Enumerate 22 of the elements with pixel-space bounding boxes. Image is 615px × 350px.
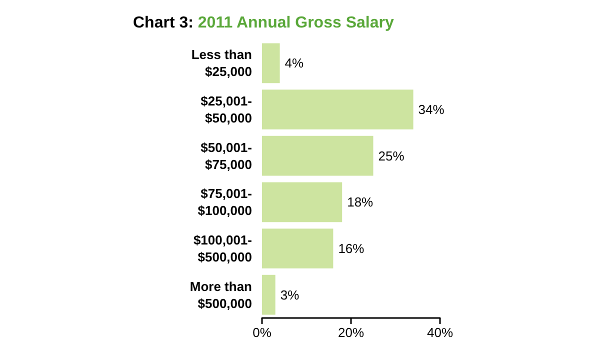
bar [262, 43, 280, 84]
y-tick-label: $100,001- $500,000 [193, 232, 252, 264]
data-label: 4% [284, 56, 304, 71]
y-tick-label: $25,001- $50,000 [200, 94, 252, 126]
bar [262, 90, 414, 130]
x-tick-label: 20% [338, 325, 364, 340]
bar [262, 228, 334, 268]
x-tick-label: 40% [426, 325, 454, 340]
bar [262, 182, 342, 222]
y-tick-label: $50,001- $75,000 [200, 140, 252, 172]
x-tick-label: 0% [252, 325, 272, 340]
bar [262, 136, 374, 176]
bar [262, 274, 276, 315]
data-label: 16% [338, 241, 365, 256]
data-label: 25% [378, 148, 405, 164]
y-tick-label: More than $500,000 [190, 278, 252, 311]
chart-title: Chart 3: 2011 Annual Gross Salary [133, 14, 394, 32]
data-label: 34% [418, 102, 445, 117]
data-label: 3% [280, 287, 300, 302]
y-tick-label: Less than $25,000 [191, 47, 252, 80]
y-tick-label: $75,001- $100,000 [198, 186, 252, 218]
data-label: 18% [347, 194, 374, 210]
